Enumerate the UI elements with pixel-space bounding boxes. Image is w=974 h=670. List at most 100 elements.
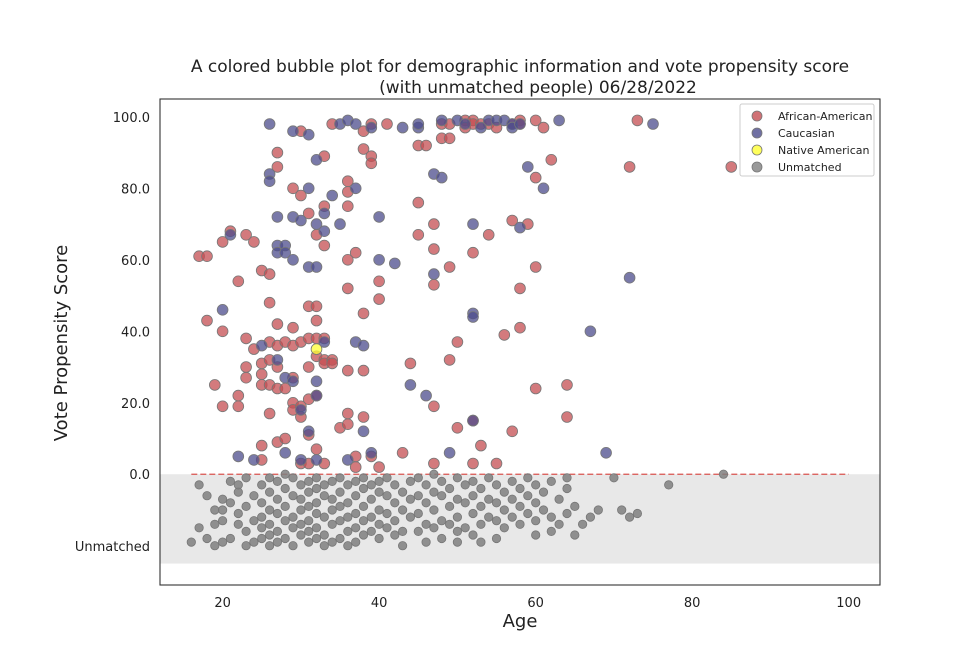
unmatched-point bbox=[617, 505, 627, 515]
legend-label: Caucasian bbox=[778, 127, 835, 140]
data-point bbox=[443, 132, 456, 145]
unmatched-point bbox=[507, 512, 517, 522]
unmatched-point bbox=[531, 516, 541, 526]
data-point bbox=[373, 293, 385, 305]
data-point bbox=[310, 389, 323, 402]
unmatched-point bbox=[241, 501, 251, 511]
data-point bbox=[365, 157, 378, 170]
data-point bbox=[561, 411, 573, 423]
data-point bbox=[623, 271, 636, 284]
data-point bbox=[255, 368, 268, 381]
unmatched-point bbox=[311, 498, 322, 508]
unmatched-point bbox=[304, 501, 314, 511]
unmatched-point bbox=[405, 512, 415, 522]
unmatched-point bbox=[264, 487, 275, 497]
y-tick-label: 100.0 bbox=[113, 111, 150, 126]
unmatched-point bbox=[390, 498, 400, 508]
data-point bbox=[302, 207, 315, 220]
data-point bbox=[216, 236, 229, 248]
unmatched-point bbox=[507, 494, 517, 504]
y-tick-label: 40.0 bbox=[121, 325, 150, 340]
data-point bbox=[287, 182, 299, 195]
data-point bbox=[240, 332, 252, 345]
unmatched-point bbox=[476, 501, 486, 511]
unmatched-point bbox=[264, 473, 275, 483]
data-point bbox=[302, 128, 315, 141]
unmatched-point bbox=[202, 533, 212, 544]
x-tick-label: 100 bbox=[836, 596, 861, 611]
unmatched-point bbox=[311, 523, 322, 533]
unmatched-point bbox=[210, 519, 220, 529]
data-point bbox=[240, 371, 252, 384]
y-tick-label: 0.0 bbox=[129, 468, 150, 483]
unmatched-point bbox=[460, 480, 470, 490]
unmatched-point bbox=[272, 526, 282, 537]
unmatched-point bbox=[437, 516, 447, 526]
unmatched-point bbox=[429, 505, 439, 515]
unmatched-point bbox=[452, 473, 462, 483]
data-point bbox=[326, 189, 339, 202]
unmatched-point bbox=[351, 523, 361, 533]
unmatched-point bbox=[538, 505, 549, 515]
data-point bbox=[420, 139, 432, 152]
data-point bbox=[373, 253, 385, 266]
data-point bbox=[341, 253, 354, 266]
data-point bbox=[404, 379, 417, 391]
data-point bbox=[287, 375, 299, 388]
data-point bbox=[201, 250, 213, 263]
data-point bbox=[318, 225, 331, 238]
unmatched-point bbox=[546, 512, 556, 522]
unmatched-point bbox=[343, 541, 353, 551]
legend: African-American Caucasian Native American… bbox=[739, 103, 875, 177]
unmatched-point bbox=[531, 530, 541, 540]
data-point bbox=[514, 118, 526, 130]
y-tick-label: 80.0 bbox=[121, 182, 150, 197]
legend-marker bbox=[751, 161, 763, 173]
data-point bbox=[287, 253, 299, 266]
data-point bbox=[341, 407, 354, 420]
data-point bbox=[248, 236, 260, 248]
unmatched-point bbox=[632, 508, 643, 519]
data-points bbox=[186, 114, 738, 551]
unmatched-point bbox=[421, 498, 431, 508]
data-point bbox=[506, 214, 519, 227]
unmatched-point bbox=[397, 487, 408, 497]
unmatched-point bbox=[288, 523, 298, 533]
data-point bbox=[529, 171, 542, 184]
y-axis-label: Vote Propensity Score bbox=[51, 245, 72, 441]
data-point bbox=[209, 379, 221, 391]
unmatched-point bbox=[718, 469, 729, 479]
unmatched-point bbox=[546, 526, 556, 537]
legend-marker bbox=[751, 127, 763, 139]
unmatched-point bbox=[421, 519, 431, 529]
unmatched-point bbox=[311, 483, 322, 494]
unmatched-point bbox=[444, 501, 455, 511]
unmatched-point bbox=[280, 483, 290, 494]
data-point bbox=[271, 318, 284, 330]
unmatched-point bbox=[452, 494, 462, 504]
unmatched-point bbox=[562, 473, 572, 483]
data-point bbox=[263, 268, 276, 280]
data-point bbox=[310, 314, 323, 327]
unmatched-point bbox=[366, 512, 376, 522]
unmatched-point bbox=[390, 530, 400, 540]
data-point bbox=[506, 425, 519, 438]
unmatched-point bbox=[570, 501, 580, 511]
unmatched-point bbox=[296, 480, 306, 490]
data-point bbox=[404, 357, 417, 370]
unmatched-point bbox=[304, 526, 314, 537]
x-tick-label: 60 bbox=[527, 596, 544, 611]
unmatched-point bbox=[249, 516, 259, 526]
unmatched-point bbox=[554, 519, 564, 529]
unmatched-point bbox=[358, 473, 369, 483]
data-point bbox=[201, 314, 213, 327]
data-point bbox=[600, 446, 612, 459]
data-point bbox=[725, 161, 738, 173]
unmatched-point bbox=[507, 476, 517, 486]
data-point bbox=[310, 375, 323, 388]
unmatched-point bbox=[304, 476, 314, 486]
unmatched-point bbox=[358, 501, 369, 511]
unmatched-point bbox=[218, 505, 228, 515]
data-point bbox=[310, 261, 323, 273]
chart-title: A colored bubble plot for demographic in… bbox=[191, 57, 849, 77]
